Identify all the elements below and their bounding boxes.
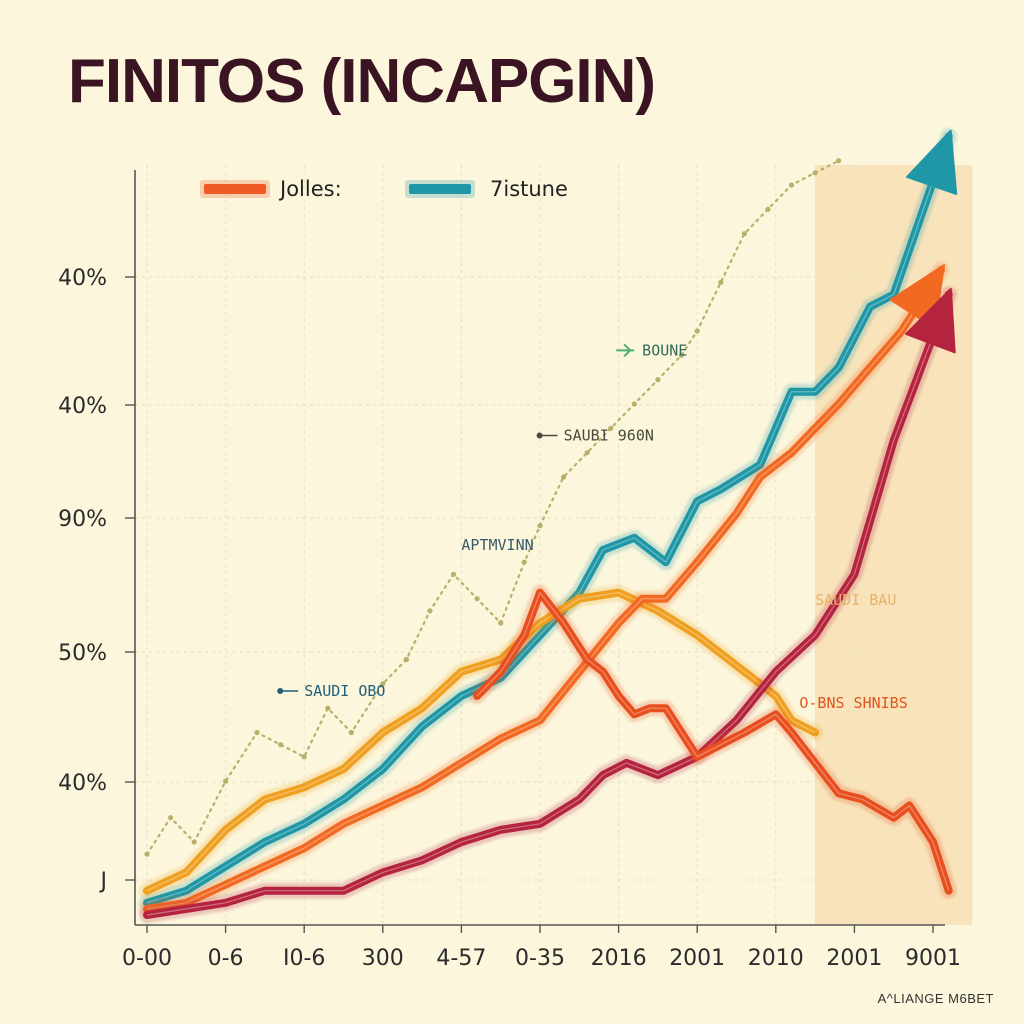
series-layer bbox=[139, 128, 958, 923]
x-tick-label: 2010 bbox=[748, 946, 804, 971]
series-line-highlight bbox=[146, 136, 950, 904]
data-point bbox=[474, 596, 480, 602]
x-tick-label: 0-35 bbox=[515, 946, 565, 971]
data-point bbox=[765, 206, 771, 212]
data-point bbox=[278, 742, 284, 748]
annotation: SAUDI BAU bbox=[815, 591, 896, 609]
y-tick-label: 40% bbox=[58, 266, 107, 291]
x-tick-label: 2016 bbox=[591, 946, 647, 971]
axes-layer: J 40% 50% 90% 40% 40% 0-00 0-6 I0-6 300 4-57 0-35 20… bbox=[58, 170, 961, 971]
footer-credit: A^LIANGE M6BET bbox=[877, 991, 994, 1006]
data-point bbox=[498, 620, 504, 626]
legend-label: Jolles: bbox=[278, 177, 342, 201]
y-tick-label: 40% bbox=[58, 394, 107, 419]
data-point bbox=[678, 352, 685, 358]
legend-item: 7istune bbox=[405, 177, 568, 201]
chart-title: FINITOS (INCAPGIN) bbox=[68, 47, 656, 116]
series-arrowhead bbox=[905, 287, 956, 354]
data-point bbox=[403, 656, 409, 663]
series-line-highlight bbox=[146, 294, 950, 916]
data-point bbox=[254, 729, 260, 736]
series-line-dotted bbox=[145, 159, 840, 856]
data-point bbox=[521, 559, 527, 565]
data-point bbox=[836, 158, 842, 164]
data-point bbox=[167, 815, 174, 821]
legend: Jolles: 7istune bbox=[200, 177, 568, 201]
data-point bbox=[608, 425, 614, 431]
data-point bbox=[812, 170, 818, 176]
annotations-layer: BOUNE SAUBI 960N APTMVINN SAUDI OBO SAUDI BA… bbox=[277, 341, 908, 712]
annotation-dot bbox=[536, 432, 543, 439]
data-point bbox=[788, 182, 795, 188]
series-4 bbox=[469, 584, 957, 899]
series-3 bbox=[139, 286, 957, 923]
y-tick-label: J bbox=[99, 869, 108, 894]
data-point bbox=[560, 474, 567, 480]
x-tick-label: 0-00 bbox=[122, 946, 172, 971]
legend-item: Jolles: bbox=[200, 177, 342, 201]
series-5 bbox=[144, 158, 842, 857]
annotation: O-BNS SHNIBS bbox=[799, 694, 907, 712]
series-0 bbox=[139, 128, 958, 911]
data-point bbox=[584, 450, 590, 456]
annotation: SAUBI 960N bbox=[536, 427, 654, 445]
data-point bbox=[380, 681, 386, 687]
annotation-label: SAUDI OBO bbox=[304, 682, 385, 700]
y-tick-label: 90% bbox=[58, 507, 107, 532]
x-tick-label: 0-6 bbox=[208, 946, 244, 971]
series-line-highlight bbox=[476, 592, 950, 891]
legend-swatch bbox=[204, 184, 266, 194]
annotation: BOUNE bbox=[616, 341, 687, 359]
annotation: SAUDI OBO bbox=[277, 682, 385, 700]
annotation-label: SAUDI BAU bbox=[815, 591, 896, 609]
leaf-icon bbox=[616, 343, 635, 358]
data-point bbox=[427, 608, 433, 614]
data-point bbox=[718, 279, 724, 285]
x-tick-label: 9001 bbox=[905, 946, 961, 971]
series-line bbox=[473, 588, 953, 895]
y-tick-label: 40% bbox=[58, 771, 107, 796]
series-line bbox=[143, 132, 953, 907]
data-point bbox=[223, 778, 229, 784]
annotation-label: SAUBI 960N bbox=[564, 427, 654, 445]
data-point bbox=[537, 523, 543, 529]
series-line bbox=[143, 290, 953, 919]
data-point bbox=[694, 328, 700, 334]
series-line-highlight bbox=[146, 269, 942, 910]
data-point bbox=[631, 401, 637, 407]
y-tick-label: 50% bbox=[58, 641, 107, 666]
legend-swatch bbox=[409, 184, 471, 194]
x-tick-label: 2001 bbox=[826, 946, 882, 971]
data-point bbox=[741, 231, 747, 237]
annotation-dot bbox=[277, 688, 284, 694]
annotation: APTMVINN bbox=[461, 536, 533, 554]
annotation-label: BOUNE bbox=[642, 341, 687, 359]
x-tick-label: 2001 bbox=[669, 946, 725, 971]
annotation-label: APTMVINN bbox=[461, 536, 533, 554]
series-arrowhead bbox=[906, 129, 958, 195]
series-line bbox=[143, 266, 945, 913]
annotation-label: O-BNS SHNIBS bbox=[799, 694, 907, 712]
x-tick-label: 4-57 bbox=[436, 946, 486, 971]
data-point bbox=[144, 851, 150, 857]
data-point bbox=[655, 377, 661, 383]
series-2 bbox=[139, 262, 949, 917]
x-tick-label: I0-6 bbox=[283, 946, 325, 971]
data-point bbox=[191, 839, 197, 845]
x-tick-label: 300 bbox=[362, 946, 404, 971]
data-point bbox=[301, 754, 307, 760]
data-point bbox=[325, 705, 331, 711]
data-point bbox=[450, 571, 457, 577]
data-point bbox=[348, 729, 354, 736]
legend-label: 7istune bbox=[490, 177, 568, 201]
